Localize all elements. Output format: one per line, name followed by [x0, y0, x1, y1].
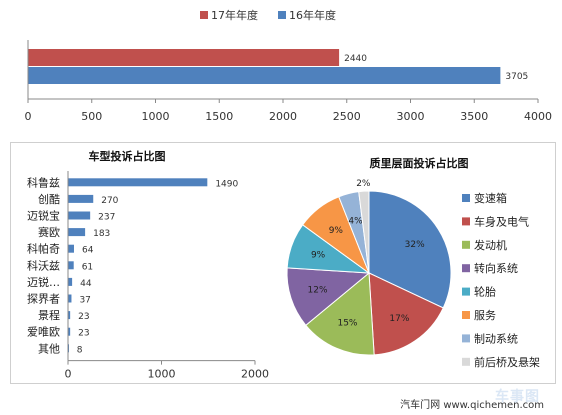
model-bar-3 — [68, 228, 86, 237]
pie-legend-label-3: 转向系统 — [474, 261, 518, 275]
model-bar-6 — [68, 277, 73, 286]
bar-value-label-1: 3705 — [505, 72, 528, 82]
model-label-8: 景程 — [38, 309, 60, 322]
model-value-label-7: 37 — [79, 296, 90, 306]
pie-legend-swatch-7 — [462, 357, 470, 366]
model-value-label-2: 237 — [98, 213, 115, 223]
model-value-label-1: 270 — [101, 196, 118, 206]
legend-swatch-1 — [278, 11, 286, 19]
model-bar-4 — [68, 244, 74, 253]
bar-1 — [28, 67, 501, 84]
complaint-panel: 车型投诉占比图科鲁兹 1490 创酷 270 迈锐宝 237 赛欧 183 科帕奇 64 科沃兹 61… — [10, 142, 556, 384]
top-bar-chart-svg: 17年年度 16年年度 2440 3705 0 500 1000 1500 2000 2500 30… — [25, 8, 553, 123]
x-tick-label-6: 3000 — [397, 110, 425, 123]
pie-legend-swatch-4 — [462, 287, 470, 296]
model-label-4: 科帕奇 — [27, 242, 60, 256]
x-tick-label-7: 3500 — [460, 110, 488, 123]
model-label-2: 迈锐宝 — [27, 209, 60, 223]
model-x-tick-label-2: 2000 — [241, 368, 269, 381]
pie-legend-label-0: 变速箱 — [474, 191, 507, 205]
model-value-label-9: 23 — [78, 329, 89, 339]
model-label-10: 其他 — [38, 342, 60, 355]
legend-swatch-0 — [200, 11, 208, 19]
footer-credit: 汽车门网 www.qichemen.com — [400, 400, 544, 411]
pie-value-label-2: 15% — [337, 319, 357, 329]
pie-legend-label-6: 制动系统 — [474, 332, 518, 345]
model-label-6: 迈锐… — [27, 275, 60, 289]
x-tick-label-0: 0 — [25, 110, 32, 123]
model-bar-9 — [68, 327, 71, 336]
pie-slice-3 — [286, 267, 371, 326]
pie-value-label-5: 9% — [329, 226, 344, 236]
pie-slice-0 — [368, 190, 452, 309]
model-bar-2 — [68, 211, 91, 220]
pie-slice-7 — [358, 190, 370, 274]
bar-value-label-0: 2440 — [344, 54, 367, 64]
x-tick-label-5: 2500 — [333, 110, 361, 123]
x-tick-label-8: 4000 — [524, 110, 552, 123]
model-x-tick-label-0: 0 — [65, 368, 72, 381]
model-value-label-10: 8 — [77, 345, 83, 355]
model-value-label-5: 61 — [82, 262, 93, 272]
pie-value-label-0: 32% — [405, 240, 425, 250]
x-tick-label-3: 1500 — [205, 110, 233, 123]
pie-legend-swatch-0 — [462, 194, 470, 202]
model-value-label-3: 183 — [93, 229, 110, 239]
bar-0 — [28, 49, 340, 66]
x-tick-label-1: 500 — [81, 110, 102, 123]
model-bar-5 — [68, 261, 74, 270]
pie-legend-swatch-1 — [462, 217, 470, 226]
pie-legend-swatch-6 — [462, 334, 470, 343]
model-label-7: 探界者 — [27, 293, 60, 306]
pie-slice-1 — [368, 272, 444, 356]
model-value-label-0: 1490 — [215, 179, 238, 189]
model-bar-7 — [68, 294, 72, 303]
pie-value-label-4: 9% — [311, 251, 326, 261]
pie-legend-label-1: 车身及电气 — [474, 214, 529, 228]
legend-label-1: 16年年度 — [289, 8, 336, 22]
quality-chart-title: 质里层面投诉占比图 — [370, 156, 469, 170]
pie-legend-swatch-3 — [462, 264, 470, 273]
pie-slice-2 — [305, 271, 375, 356]
model-x-tick-label-1: 1000 — [148, 368, 176, 381]
model-label-9: 爱唯欧 — [27, 326, 60, 339]
top-comparison-chart: 17年年度 16年年度 2440 3705 0 500 1000 1500 2000 2500 30… — [0, 0, 562, 140]
model-value-label-8: 23 — [78, 312, 89, 322]
x-tick-label-4: 2000 — [269, 110, 297, 123]
model-label-0: 科鲁兹 — [27, 175, 60, 189]
pie-legend-swatch-2 — [462, 240, 470, 249]
pie-value-label-6: 4% — [348, 217, 363, 227]
model-label-1: 创酷 — [38, 193, 60, 206]
model-value-label-6: 44 — [80, 279, 92, 289]
legend-label-0: 17年年度 — [211, 8, 258, 22]
model-chart-title: 车型投诉占比图 — [89, 149, 166, 163]
model-bar-8 — [68, 311, 71, 320]
model-bar-0 — [68, 178, 208, 187]
footer-watermark: 车事图 — [495, 389, 540, 405]
model-bar-1 — [68, 194, 94, 203]
pie-legend-label-2: 发动机 — [474, 238, 507, 252]
pie-legend-label-7: 前后桥及悬架 — [474, 355, 540, 369]
pie-legend-label-5: 服务 — [474, 309, 496, 322]
model-value-label-4: 64 — [82, 246, 94, 256]
footer: 车事图 汽车门网 www.qichemen.com — [0, 388, 562, 415]
pie-value-label-7: 2% — [356, 179, 371, 189]
model-label-3: 赛欧 — [38, 225, 60, 239]
pie-legend-swatch-5 — [462, 311, 470, 319]
model-label-5: 科沃兹 — [27, 258, 60, 272]
pie-value-label-1: 17% — [389, 314, 409, 324]
pie-legend-label-4: 轮胎 — [474, 285, 496, 299]
pie-value-label-3: 12% — [308, 286, 328, 296]
x-tick-label-2: 1000 — [142, 110, 170, 123]
